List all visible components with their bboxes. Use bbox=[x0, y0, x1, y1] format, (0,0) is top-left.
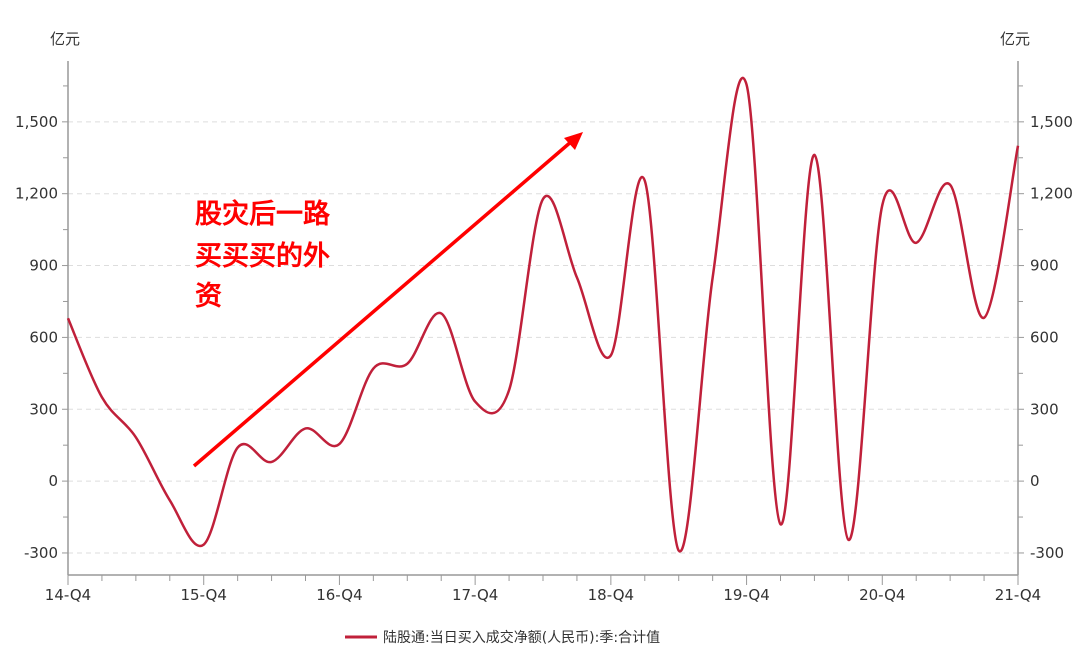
y-tick-labels: -300 -300 0 0 300 300 600 600 900 900 1,200 1,200 1,… bbox=[15, 113, 1073, 562]
y-tick-label-right: 900 bbox=[1030, 257, 1059, 275]
annotation-line-1: 股灾后一路 bbox=[195, 198, 331, 230]
y-tick-label-left: 600 bbox=[29, 328, 58, 346]
y-tick-label-right: 1,500 bbox=[1030, 113, 1073, 131]
annotation-line-3: 资 bbox=[195, 281, 222, 312]
legend: 陆股通:当日买入成交净额(人民币):季:合计值 bbox=[345, 629, 660, 646]
y-tick-label-right: 300 bbox=[1030, 400, 1059, 418]
x-tick-label: 19-Q4 bbox=[723, 586, 769, 604]
y-tick-label-right: 0 bbox=[1030, 472, 1040, 490]
y-tick-label-right: -300 bbox=[1030, 544, 1064, 562]
x-tick-label: 21-Q4 bbox=[995, 586, 1041, 604]
y-tick-label-left: -300 bbox=[24, 544, 58, 562]
y-axis-unit-left: 亿元 bbox=[50, 30, 80, 48]
gridlines bbox=[68, 121, 1018, 554]
y-axis-unit-right: 亿元 bbox=[1000, 30, 1030, 48]
x-tick-label: 17-Q4 bbox=[452, 586, 498, 604]
trend-arrow-line bbox=[192, 139, 574, 468]
y-tick-label-left: 1,200 bbox=[15, 185, 58, 203]
y-tick-label-left: 1,500 bbox=[15, 113, 58, 131]
y-tick-label-left: 900 bbox=[29, 257, 58, 275]
series-line bbox=[66, 76, 1020, 553]
trend-arrow-head-icon bbox=[564, 132, 583, 150]
x-tick-label: 20-Q4 bbox=[859, 586, 905, 604]
y-tick-label-right: 1,200 bbox=[1030, 185, 1073, 203]
x-tick-label: 14-Q4 bbox=[45, 586, 91, 604]
x-tick-label: 18-Q4 bbox=[588, 586, 634, 604]
x-tick-label: 16-Q4 bbox=[316, 586, 362, 604]
legend-label: 陆股通:当日买入成交净额(人民币):季:合计值 bbox=[383, 629, 660, 646]
annotation: 股灾后一路 买买买的外 资 bbox=[192, 132, 583, 468]
y-tick-label-left: 0 bbox=[48, 472, 58, 490]
x-tick-label: 15-Q4 bbox=[181, 586, 227, 604]
x-tick-labels: 14-Q4 15-Q4 16-Q4 17-Q4 18-Q4 19-Q4 20-Q4 21-Q4 bbox=[45, 586, 1041, 604]
y-tick-label-right: 600 bbox=[1030, 328, 1059, 346]
axes bbox=[62, 61, 1024, 585]
annotation-line-2: 买买买的外 bbox=[195, 240, 330, 272]
y-tick-label-left: 300 bbox=[29, 400, 58, 418]
